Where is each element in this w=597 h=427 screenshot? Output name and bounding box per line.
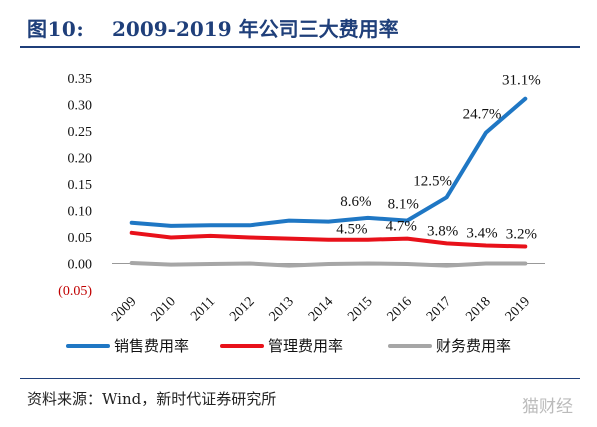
series-line xyxy=(129,230,528,249)
data-label: 3.4% xyxy=(466,225,497,241)
watermark: 猫财经 xyxy=(522,397,573,417)
x-tick-label: 2018 xyxy=(463,294,493,324)
data-label: 12.5% xyxy=(413,173,452,189)
y-tick-label: 0.05 xyxy=(68,231,93,246)
data-label-layer: 8.6% 8.1% 12.5% 24.7% 31.1% 4.5% 4.7% 3.8% 3.4% 3… xyxy=(336,73,540,243)
y-tick-label: 0.25 xyxy=(68,125,93,140)
data-label: 8.1% xyxy=(388,197,419,213)
data-label: 8.6% xyxy=(340,194,371,210)
expense-ratio-chart: (0.05) 0.00 0.05 0.10 0.15 0.20 0.25 0.30 0.35 2… xyxy=(58,72,545,355)
x-tick-label: 2017 xyxy=(424,294,454,324)
series-layer xyxy=(129,96,528,268)
y-axis: (0.05) 0.00 0.05 0.10 0.15 0.20 0.25 0.30 0.35 xyxy=(58,72,92,299)
x-tick-label: 2012 xyxy=(227,294,257,324)
legend-label: 管理费用率 xyxy=(268,337,343,355)
x-tick-label: 2009 xyxy=(109,294,139,324)
figure-label: 图10: xyxy=(27,17,85,41)
header-rule xyxy=(20,46,580,48)
x-tick-label: 2016 xyxy=(385,294,415,324)
x-tick-label: 2010 xyxy=(148,294,178,324)
legend-label: 销售费用率 xyxy=(114,337,189,355)
source-note: 资料来源：Wind，新时代证券研究所 xyxy=(27,390,277,408)
legend-label: 财务费用率 xyxy=(436,337,511,355)
data-label: 4.5% xyxy=(336,222,367,238)
data-label: 4.7% xyxy=(386,219,417,235)
data-label: 3.2% xyxy=(506,227,537,243)
x-tick-label: 2019 xyxy=(503,294,533,324)
series-line xyxy=(129,96,528,228)
x-tick-label: 2013 xyxy=(267,294,297,324)
figure-header: 图10: 2009-2019 年公司三大费用率 xyxy=(0,0,597,46)
y-tick-label: (0.05) xyxy=(58,284,92,299)
y-tick-label: 0.35 xyxy=(68,72,93,87)
x-tick-label: 2011 xyxy=(188,294,218,324)
footer-rule xyxy=(20,378,580,379)
x-axis: 2009 2010 2011 2012 2013 2014 2015 2016 2017 2018… xyxy=(109,263,545,325)
legend: 销售费用率 管理费用率 财务费用率 xyxy=(66,337,511,355)
x-tick-label: 2015 xyxy=(345,294,375,324)
y-tick-label: 0.15 xyxy=(68,178,93,193)
data-label: 3.8% xyxy=(427,223,458,239)
data-label: 24.7% xyxy=(463,107,502,123)
data-label: 31.1% xyxy=(502,73,541,89)
y-tick-label: 0.30 xyxy=(68,99,93,114)
y-tick-label: 0.20 xyxy=(68,152,93,167)
series-line xyxy=(129,261,528,268)
figure-title: 2009-2019 年公司三大费用率 xyxy=(112,17,399,41)
y-tick-label: 0.00 xyxy=(68,258,93,273)
x-tick-label: 2014 xyxy=(306,294,336,324)
y-tick-label: 0.10 xyxy=(68,205,93,220)
